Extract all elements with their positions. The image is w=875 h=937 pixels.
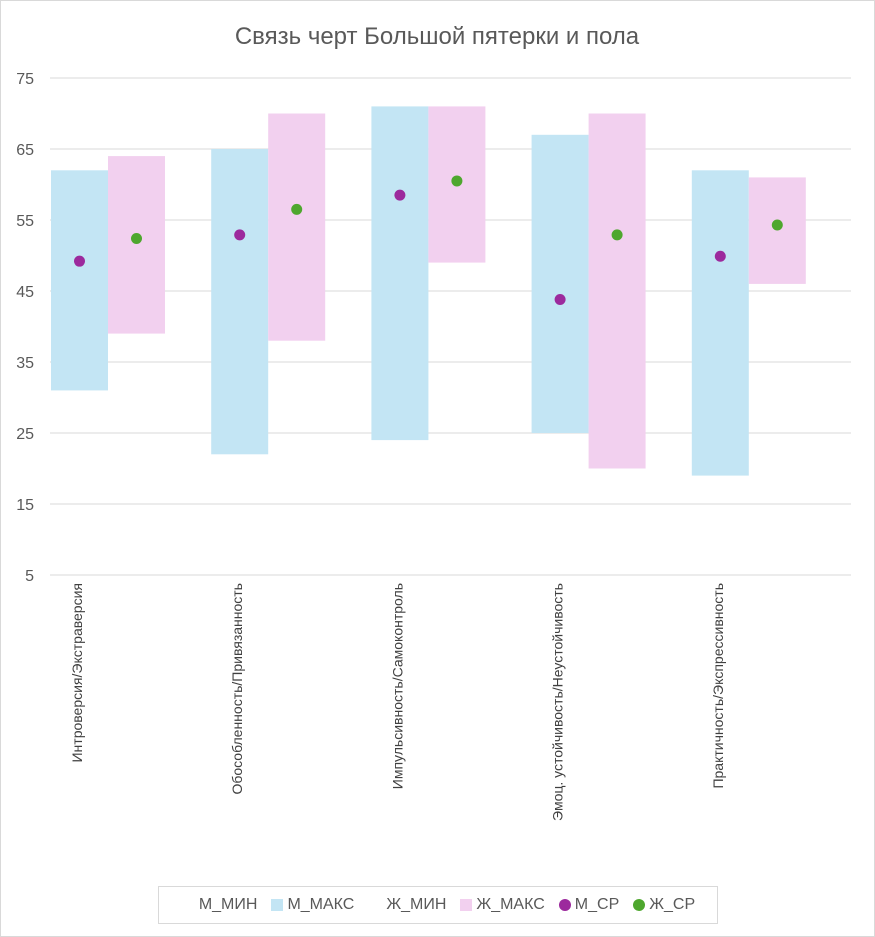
- legend-swatch-empty: [181, 899, 195, 911]
- legend-swatch-dot: [558, 899, 571, 911]
- legend: М_МИН М_МАКС Ж_МИН Ж_МАКС М_СР Ж_СР: [158, 886, 718, 924]
- legend-swatch-dot: [633, 899, 646, 911]
- legend-swatch-empty: [368, 899, 382, 911]
- bar-male-range: [691, 170, 749, 476]
- marker-male-average: [554, 294, 566, 306]
- marker-female-average: [771, 219, 783, 231]
- y-tick-label: 75: [16, 71, 34, 88]
- legend-label: Ж_МИН: [386, 896, 447, 913]
- marker-female-average: [131, 232, 142, 244]
- marker-female-average: [611, 229, 623, 241]
- legend-swatch-square: [460, 899, 473, 911]
- legend-swatch-square: [271, 899, 284, 911]
- x-category-label: Интроверсия/Экстраверсия: [69, 583, 85, 763]
- x-category-label: Импульсивность/Самоконтроль: [389, 583, 405, 789]
- bar-male-range: [51, 170, 108, 391]
- legend-item-f-max: Ж_МАКС: [460, 896, 545, 914]
- marker-male-average: [714, 250, 726, 262]
- legend-label: Ж_МАКС: [476, 896, 545, 913]
- bar-male-range: [531, 134, 589, 434]
- y-tick-label: 45: [16, 284, 34, 301]
- marker-male-average: [74, 255, 85, 267]
- legend-item-m-min: М_МИН: [181, 896, 258, 914]
- y-tick-label: 15: [16, 497, 34, 514]
- legend-item-f-avg: Ж_СР: [633, 896, 695, 914]
- bar-female-range: [748, 177, 806, 284]
- bar-female-range: [108, 156, 165, 334]
- y-tick-label: 25: [16, 426, 34, 443]
- marker-male-average: [394, 189, 406, 201]
- legend-item-m-avg: М_СР: [558, 896, 620, 914]
- x-category-label: Эмоц. устойчивость/Неустойчивость: [550, 583, 566, 821]
- legend-item-m-max: М_МАКС: [271, 896, 354, 914]
- y-tick-label: 35: [16, 355, 34, 372]
- x-category-label: Практичность/Экспрессивность: [710, 583, 726, 789]
- chart-title: Связь черт Большой пятерки и пола: [235, 23, 640, 50]
- x-category-label: Обособленность/Привязанность: [229, 583, 245, 795]
- marker-female-average: [291, 203, 303, 215]
- legend-label: М_МИН: [198, 896, 258, 913]
- markers: [74, 175, 783, 306]
- y-tick-label: 5: [25, 568, 34, 585]
- y-tick-label: 55: [16, 213, 34, 230]
- y-tick-label: 65: [16, 142, 34, 159]
- bars: [51, 106, 806, 476]
- marker-female-average: [451, 175, 463, 187]
- y-axis-ticks: 5 15 25 35 45 55 65 75: [16, 71, 34, 585]
- legend-item-f-min: Ж_МИН: [368, 896, 446, 914]
- bar-male-range: [211, 149, 269, 455]
- legend-label: М_СР: [574, 896, 620, 913]
- bar-female-range: [268, 113, 326, 341]
- bar-male-range: [371, 106, 429, 441]
- bar-female-range: [588, 113, 646, 469]
- x-axis-labels: Интроверсия/Экстраверсия Обособленность/П…: [69, 583, 726, 821]
- legend-label: Ж_СР: [649, 896, 696, 913]
- legend-label: М_МАКС: [287, 896, 355, 913]
- marker-male-average: [234, 229, 246, 241]
